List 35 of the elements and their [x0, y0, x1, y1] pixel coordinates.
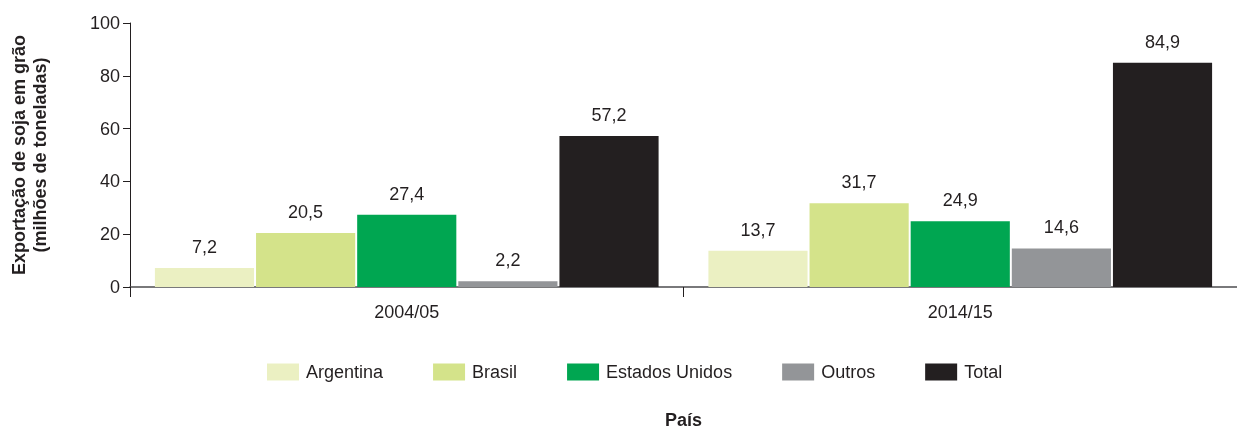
y-tick-label: 40	[99, 171, 120, 192]
bar	[458, 281, 558, 287]
y-tick-label: 20	[99, 224, 120, 245]
data-label: 20,5	[288, 201, 324, 222]
bar	[910, 221, 1010, 287]
bar	[1112, 62, 1213, 287]
data-label: 27,4	[389, 183, 425, 204]
bar	[559, 135, 659, 287]
x-tick-label: 2004/05	[374, 302, 440, 322]
legend-label: Brasil	[472, 362, 518, 382]
y-tick-label: 100	[89, 13, 120, 33]
data-label: 84,9	[1144, 31, 1181, 52]
data-label: 13,7	[740, 219, 776, 240]
y-axis-title: Exportação de soja em grão (milhões de toneladas)	[8, 34, 50, 276]
data-label: 31,7	[841, 172, 877, 193]
legend-label: Outros	[821, 362, 876, 382]
data-label: 14,6	[1043, 217, 1079, 238]
legend-label: Argentina	[306, 362, 385, 382]
y-tick-label: 60	[99, 118, 120, 139]
bar	[256, 232, 356, 287]
legend-label: Total	[964, 362, 1003, 382]
data-label: 2,2	[495, 250, 521, 271]
y-tick-label: 0	[109, 277, 120, 297]
bar	[357, 214, 457, 287]
bar	[1011, 248, 1111, 287]
bar	[154, 267, 255, 287]
y-tick-label: 80	[99, 65, 120, 86]
data-label: 7,2	[191, 236, 217, 257]
legend-label: Estados Unidos	[606, 362, 733, 382]
bar	[809, 203, 909, 287]
data-label: 57,2	[591, 104, 627, 125]
data-label: 24,9	[942, 190, 978, 211]
x-tick-label: 2014/15	[927, 302, 993, 322]
bar	[708, 250, 808, 287]
x-axis-title: País	[664, 410, 703, 430]
